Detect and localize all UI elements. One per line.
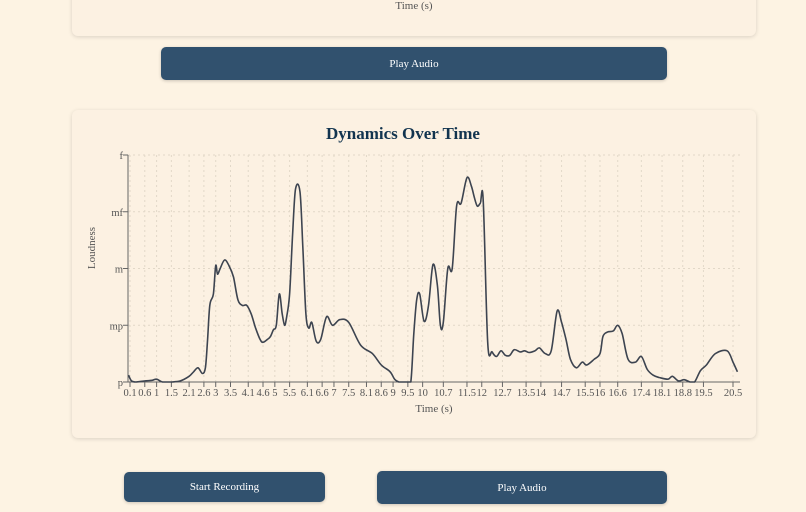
x-tick-label: 16.6 (609, 388, 627, 399)
x-tick-label: 16 (595, 388, 606, 399)
y-tick-label: mf (111, 208, 123, 219)
x-tick-label: 18.8 (674, 388, 692, 399)
y-tick-label: p (118, 378, 123, 389)
x-tick-label: 10 (417, 388, 428, 399)
x-tick-label: 6.1 (301, 388, 314, 399)
x-tick-label: 11.5 (458, 388, 476, 399)
x-tick-label: 3.5 (224, 388, 237, 399)
x-tick-label: 14.7 (552, 388, 570, 399)
x-tick-label: 17.4 (632, 388, 651, 399)
x-tick-label: 2.1 (183, 388, 196, 399)
x-tick-label: 0.6 (138, 388, 151, 399)
y-tick-label: m (115, 265, 123, 276)
x-tick-label: 5.5 (283, 388, 296, 399)
x-tick-label: 14 (536, 388, 547, 399)
y-axis-label: Loudness (86, 227, 98, 269)
x-tick-label: 6.6 (316, 388, 329, 399)
chart-axes: 0.1 0.6 1 1.5 2.1 2.6 3 3.5 4.1 4.6 5 5.5 6.1 6.6 7 7.5… (110, 151, 743, 399)
x-axis-label: Time (s) (415, 403, 453, 415)
x-tick-label: 5 (272, 388, 277, 399)
x-tick-label: 3 (213, 388, 218, 399)
x-tick-label: 10.7 (434, 388, 452, 399)
start-recording-button[interactable]: Start Recording (124, 472, 325, 502)
x-tick-label: 13.5 (517, 388, 535, 399)
x-tick-label: 4.1 (242, 388, 255, 399)
x-tick-label: 9 (390, 388, 395, 399)
top-chart-x-axis-label: Time (s) (395, 0, 433, 12)
play-audio-button-top[interactable]: Play Audio (161, 47, 667, 80)
y-tick-label: f (120, 151, 124, 162)
x-tick-label: 12.7 (493, 388, 511, 399)
x-tick-label: 8.1 (360, 388, 373, 399)
x-tick-label: 7 (331, 388, 336, 399)
y-tick-label: mp (110, 321, 123, 332)
x-tick-label: 15.5 (576, 388, 594, 399)
x-tick-label: 12 (477, 388, 488, 399)
x-tick-label: 19.5 (694, 388, 712, 399)
dynamics-chart-card (72, 110, 756, 438)
x-tick-label: 2.6 (197, 388, 210, 399)
loudness-line (127, 176, 739, 383)
top-chart-card: Time (s) (72, 0, 756, 36)
x-tick-label: 18.1 (653, 388, 671, 399)
x-tick-label: 9.5 (401, 388, 414, 399)
x-tick-label: 1 (154, 388, 159, 399)
x-tick-label: 0.1 (123, 388, 136, 399)
play-audio-button-bottom[interactable]: Play Audio (377, 471, 667, 504)
chart-title: Dynamics Over Time (326, 124, 480, 143)
x-tick-label: 7.5 (342, 388, 355, 399)
x-tick-label: 4.6 (256, 388, 269, 399)
x-tick-label: 1.5 (165, 388, 178, 399)
x-tick-label: 20.5 (724, 388, 742, 399)
x-tick-label: 8.6 (375, 388, 388, 399)
